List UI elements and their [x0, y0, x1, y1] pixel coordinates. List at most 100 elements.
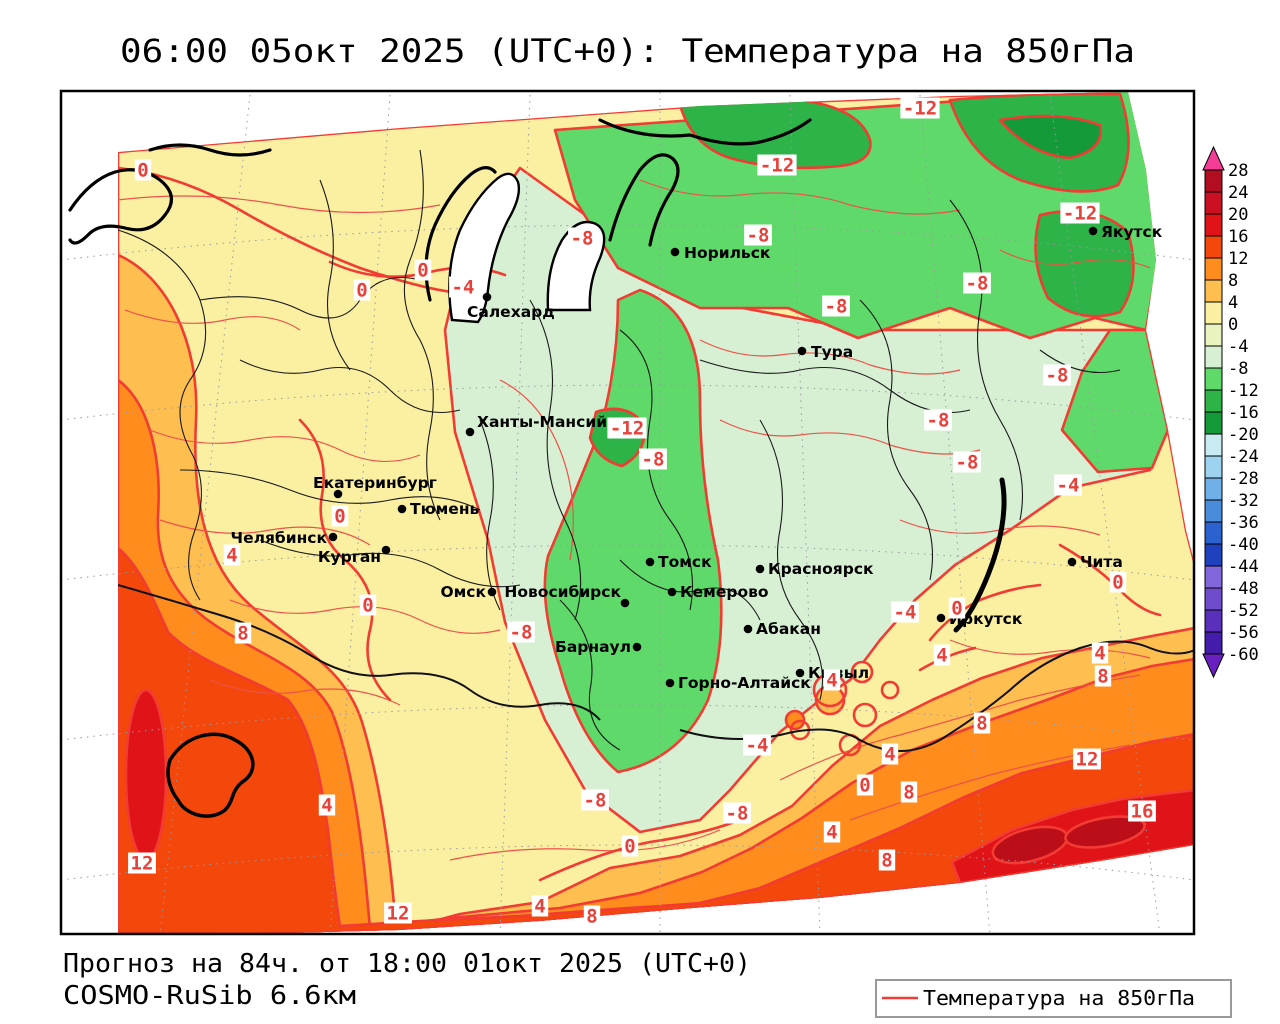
contour-label-bg — [723, 802, 751, 824]
colorbar-segment — [1204, 191, 1223, 215]
colorbar-segment — [1204, 543, 1223, 567]
colorbar-segment — [1204, 631, 1223, 655]
contour-label: 0 — [624, 836, 635, 858]
colorbar-segment — [1204, 213, 1223, 237]
lake-baikal — [953, 477, 1007, 633]
city-dot — [743, 624, 753, 634]
contour-label-bg — [331, 505, 349, 527]
contour-label-bg — [900, 781, 918, 803]
city-label: Кемерово — [680, 583, 769, 601]
colorbar-tick-label: -20 — [1228, 425, 1259, 445]
contour-label: -4 — [1057, 475, 1080, 497]
contour-label: -8 — [825, 296, 848, 318]
city-dot — [487, 587, 497, 597]
colorbar-tick-label: 24 — [1228, 183, 1248, 203]
city-label: Салехард — [467, 303, 555, 321]
contour-label-bg — [1128, 800, 1156, 822]
colorbar-tick-label: -60 — [1228, 645, 1259, 665]
colorbar-tick-label: -44 — [1228, 557, 1259, 577]
colorbar: 2824201612840-4-8-12-16-20-24-28-32-36-4… — [1202, 145, 1259, 679]
contour-label-bg — [953, 451, 981, 473]
colorbar-segment — [1204, 521, 1223, 545]
contour-label-bg — [1043, 364, 1071, 386]
city-dot — [795, 668, 805, 678]
contour-label: -8 — [1046, 365, 1069, 387]
contour-label-bg — [900, 97, 940, 119]
colorbar-tick-label: 0 — [1228, 315, 1238, 335]
contour-label: 0 — [334, 506, 345, 528]
contour-label-bg — [878, 849, 896, 871]
contour-label: -12 — [760, 155, 794, 177]
city-dot — [665, 678, 675, 688]
city-dot — [667, 587, 677, 597]
contour-label-bg — [1094, 665, 1112, 687]
contour-label-bg — [234, 622, 252, 644]
city-label: Иркутск — [949, 610, 1023, 628]
contour-label-bg — [353, 279, 371, 301]
colorbar-segment — [1204, 301, 1223, 325]
contour-label-bg — [822, 295, 850, 317]
contour-label-bg — [881, 743, 899, 765]
colorbar-tick-label: -24 — [1228, 447, 1259, 467]
contour-label-bg — [744, 224, 772, 246]
colorbar-segment — [1204, 587, 1223, 611]
colorbar-arrow-bottom-icon — [1202, 653, 1225, 679]
contour-label-bg — [948, 597, 966, 619]
contour-label: 4 — [534, 896, 545, 918]
contour-label: -8 — [642, 449, 665, 471]
city-label: Якутск — [1101, 223, 1163, 241]
contour-label: 8 — [237, 623, 248, 645]
city-dot — [482, 292, 492, 302]
colorbar-segment — [1204, 455, 1223, 479]
map-title: 06:00 05окт 2025 (UTC+0): Температура на… — [120, 32, 1135, 70]
contour-label-bg — [823, 821, 841, 843]
colorbar-tick-label: -16 — [1228, 403, 1259, 423]
contour-label-bg — [607, 417, 647, 439]
white-sea-coastline — [68, 168, 173, 245]
colorbar-segment — [1204, 235, 1223, 259]
city-label: Горно-Алтайск — [678, 674, 811, 692]
city-label: Тюмень — [410, 500, 480, 518]
contour-label-bg — [318, 794, 336, 816]
contour-label: 16 — [1131, 801, 1154, 823]
contour-label-bg — [223, 544, 241, 566]
contour-label-bg — [963, 272, 991, 294]
contour-label: 12 — [131, 853, 154, 875]
contour-label: 4 — [826, 670, 837, 692]
colorbar-segment — [1204, 411, 1223, 435]
city-label: Абакан — [756, 620, 821, 638]
city-label: Чита — [1080, 553, 1123, 571]
contour-label-bg — [531, 895, 549, 917]
contour-label: 4 — [226, 545, 237, 567]
contour-label: -12 — [610, 418, 644, 440]
city-label: Барнаул — [555, 638, 631, 656]
contour-label-bg — [1060, 202, 1100, 224]
contour-label: 0 — [137, 160, 148, 182]
city-dot — [797, 346, 807, 356]
contour-label: 0 — [859, 775, 870, 797]
city-markers: Салехард Норильск Якутск Тура Ханты-Мансийск… — [231, 223, 1163, 692]
contour-label-bg — [639, 448, 667, 470]
colorbar-tick-label: 8 — [1228, 271, 1238, 291]
geography-borders — [68, 118, 1194, 818]
kazakhstan-border — [117, 584, 601, 721]
colorbar-segment — [1204, 565, 1223, 589]
colorbar-segment — [1204, 279, 1223, 303]
contour-label: -8 — [927, 410, 950, 432]
colorbar-tick-label: -12 — [1228, 381, 1259, 401]
colorbar-segment — [1204, 499, 1223, 523]
contour-label-bg — [1073, 748, 1101, 770]
colorbar-tick-label: 20 — [1228, 205, 1248, 225]
contour-label: 8 — [976, 713, 987, 735]
contour-label-bg — [449, 276, 477, 298]
contour-label-bg — [359, 594, 377, 616]
legend: Температура на 850гПа — [875, 979, 1232, 1018]
contour-label: 12 — [387, 903, 410, 925]
contour-label-bg — [583, 905, 601, 927]
contour-label: 0 — [951, 598, 962, 620]
colorbar-tick-label: -56 — [1228, 623, 1259, 643]
contour-label: 4 — [321, 795, 332, 817]
city-label: Омск — [440, 583, 486, 601]
map-frame — [59, 89, 1196, 936]
thick-contours — [118, 166, 1162, 882]
